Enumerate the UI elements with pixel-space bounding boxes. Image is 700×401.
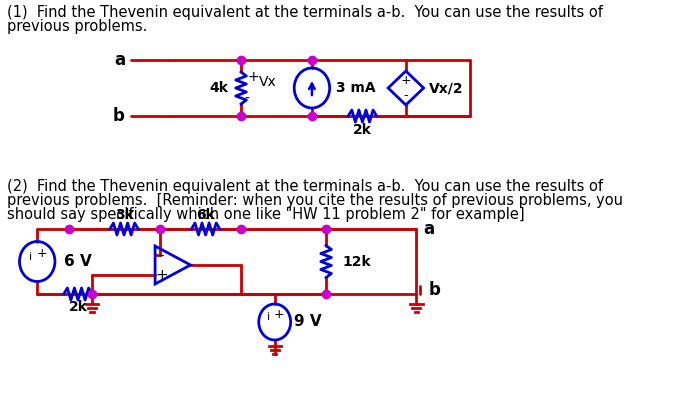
Text: 6 V: 6 V <box>64 254 92 269</box>
Text: 4k: 4k <box>210 81 229 95</box>
Text: -: - <box>404 89 408 103</box>
Text: (2)  Find the Thevenin equivalent at the terminals a-b.  You can use the results: (2) Find the Thevenin equivalent at the … <box>7 179 603 194</box>
Text: i: i <box>29 251 33 261</box>
Text: +: + <box>36 247 47 260</box>
Text: 3k: 3k <box>115 208 134 222</box>
Text: Vx/2: Vx/2 <box>429 81 463 95</box>
Text: 9 V: 9 V <box>294 314 322 330</box>
Text: +: + <box>247 70 259 84</box>
Text: -: - <box>244 92 249 106</box>
Text: (1)  Find the Thevenin equivalent at the terminals a-b.  You can use the results: (1) Find the Thevenin equivalent at the … <box>7 5 603 20</box>
Text: 6k: 6k <box>196 208 215 222</box>
Text: 2k: 2k <box>69 300 88 314</box>
Text: previous problems.  [Reminder: when you cite the results of previous problems, y: previous problems. [Reminder: when you c… <box>7 193 623 208</box>
Text: +: + <box>274 308 284 320</box>
Text: +: + <box>155 267 168 282</box>
Text: i: i <box>267 312 270 322</box>
Text: Vx: Vx <box>259 75 276 89</box>
Text: 12k: 12k <box>342 255 371 269</box>
Text: +: + <box>400 75 411 87</box>
Text: 3 mA: 3 mA <box>336 81 375 95</box>
Text: a: a <box>114 51 125 69</box>
Text: -: - <box>158 247 164 263</box>
Text: b: b <box>113 107 125 125</box>
Text: 2k: 2k <box>353 123 372 137</box>
Text: previous problems.: previous problems. <box>7 19 148 34</box>
Text: should say specifically which one like "HW 11 problem 2" for example]: should say specifically which one like "… <box>7 207 525 222</box>
Text: a: a <box>424 220 435 238</box>
Text: b: b <box>429 281 441 299</box>
